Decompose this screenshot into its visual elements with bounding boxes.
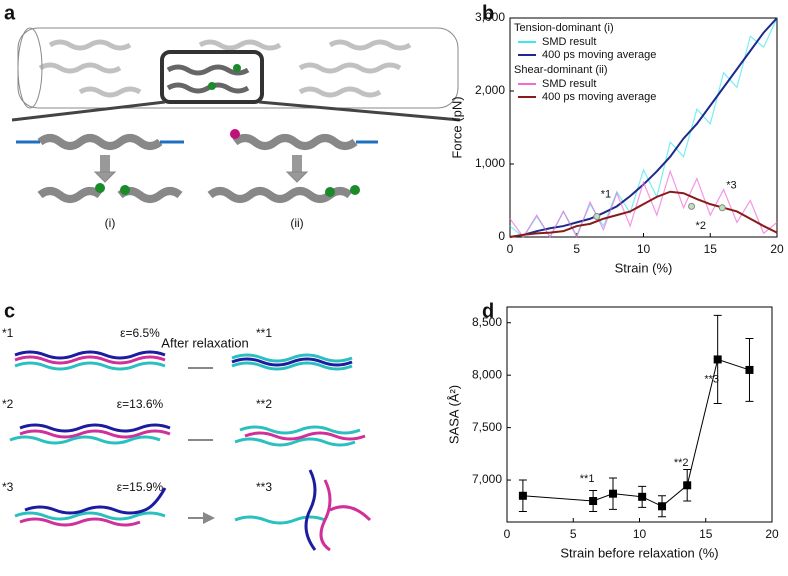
x-tick-label: 20 xyxy=(765,527,779,541)
legend-title: Shear-dominant (ii) xyxy=(514,64,608,76)
x-tick-label: 15 xyxy=(699,527,713,541)
point xyxy=(713,355,722,364)
molecule-illustration xyxy=(9,350,372,552)
x-tick-label: 0 xyxy=(504,527,511,541)
point xyxy=(638,492,647,501)
state-label: *1 xyxy=(2,326,14,340)
x-tick-label: 5 xyxy=(573,242,580,256)
condition-label: (ii) xyxy=(290,216,303,230)
legend-label: 400 ps moving average xyxy=(542,49,656,61)
y-tick-label: 3,000 xyxy=(475,10,505,24)
series-line xyxy=(509,190,778,238)
y-tick-label: 7,500 xyxy=(472,420,502,434)
state-label: **3 xyxy=(256,480,272,494)
point xyxy=(589,497,598,506)
annotation: *1 xyxy=(601,188,611,200)
y-axis-label: Force (pN) xyxy=(449,96,464,158)
annotation: *2 xyxy=(696,220,706,232)
annotation: **1 xyxy=(580,473,595,485)
legend-label: 400 ps moving average xyxy=(542,91,656,103)
point xyxy=(609,489,617,498)
y-axis-label: SASA (Å²) xyxy=(446,385,461,444)
y-tick-label: 1,000 xyxy=(475,156,505,170)
panel-label: b xyxy=(482,2,494,24)
x-axis-label: Strain before relaxation (%) xyxy=(560,545,718,560)
x-tick-label: 10 xyxy=(637,242,651,256)
panel-label: d xyxy=(482,300,494,322)
x-tick-label: 10 xyxy=(633,527,647,541)
x-tick-label: 15 xyxy=(704,242,718,256)
y-tick-label: 2,000 xyxy=(475,83,505,97)
strain-label: ε=13.6% xyxy=(117,397,164,411)
x-tick-label: 5 xyxy=(570,527,577,541)
condition-label: (i) xyxy=(105,216,116,230)
state-label: *3 xyxy=(2,480,14,494)
y-tick-label: 8,000 xyxy=(472,367,502,381)
point xyxy=(745,365,754,374)
legend-title: Tension-dominant (i) xyxy=(514,22,614,34)
panel-label: a xyxy=(4,2,16,24)
x-tick-label: 0 xyxy=(507,242,514,256)
plot-frame xyxy=(506,306,773,523)
state-label: *2 xyxy=(2,397,14,411)
y-tick-label: 0 xyxy=(498,229,505,243)
state-label: **1 xyxy=(256,326,272,340)
annotation-marker xyxy=(593,213,601,221)
x-tick-label: 20 xyxy=(770,242,784,256)
relaxation-label: After relaxation xyxy=(161,335,248,350)
annotation: *3 xyxy=(726,180,736,192)
series-line xyxy=(509,169,778,239)
y-tick-label: 7,000 xyxy=(472,472,502,486)
strain-label: ε=15.9% xyxy=(117,480,164,494)
annotation-marker xyxy=(688,202,696,210)
x-axis-label: Strain (%) xyxy=(615,260,673,275)
y-tick-label: 8,500 xyxy=(472,315,502,329)
annotation: **2 xyxy=(674,457,689,469)
annotation: **3 xyxy=(704,373,719,385)
point xyxy=(683,481,692,490)
legend-label: SMD result xyxy=(542,78,596,90)
panel-label: c xyxy=(4,300,15,322)
fibril-illustration xyxy=(11,27,461,203)
point xyxy=(658,502,667,511)
strain-label: ε=6.5% xyxy=(120,326,160,340)
point xyxy=(518,491,527,500)
annotation-marker xyxy=(718,204,726,212)
state-label: **2 xyxy=(256,397,272,411)
legend-label: SMD result xyxy=(542,36,596,48)
